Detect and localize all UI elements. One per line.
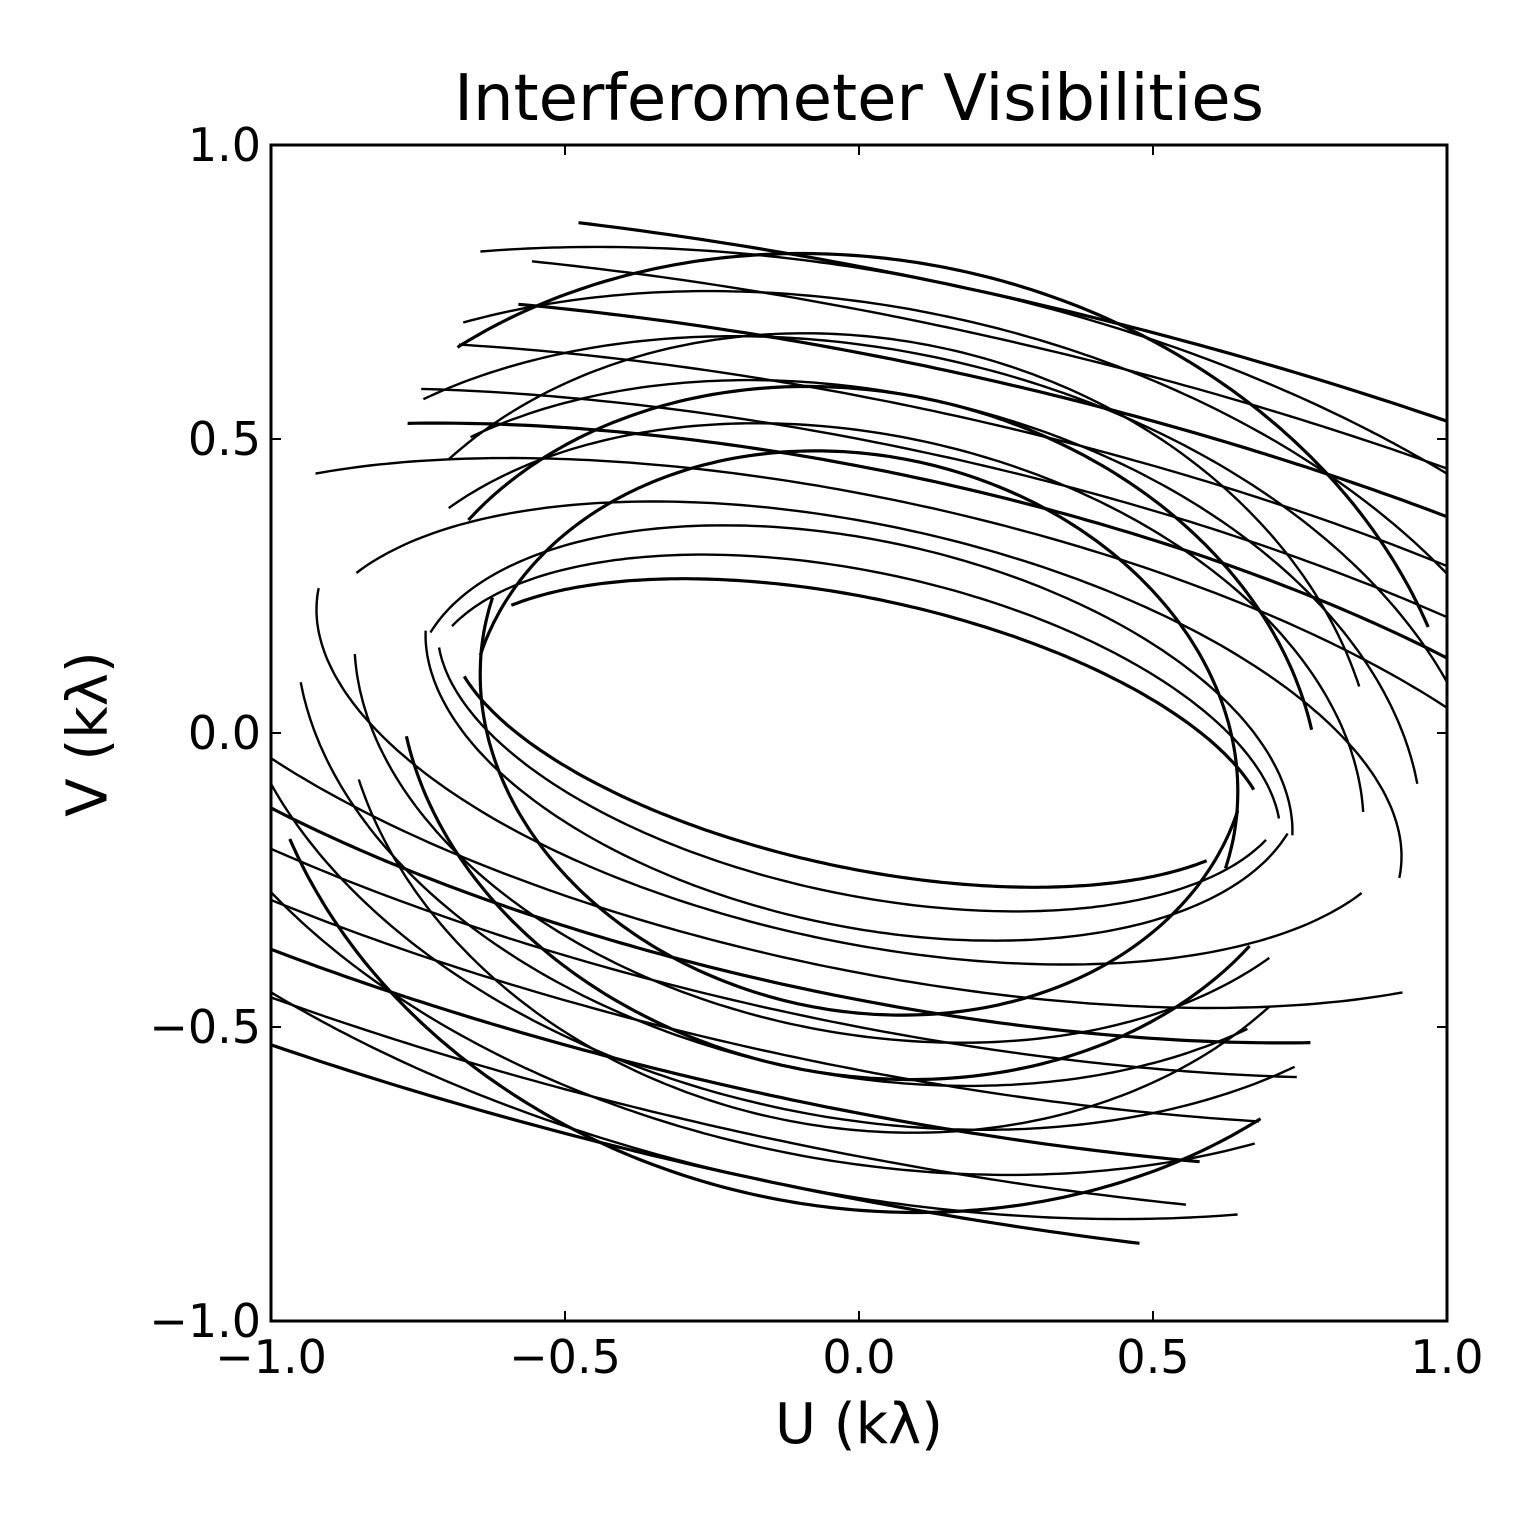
y-tick-label: −0.5 [149, 1000, 261, 1054]
uv-track-16 [271, 996, 1187, 1206]
x-tick-label: 0.0 [822, 1330, 895, 1384]
uv-track-11-conjugate [315, 456, 1447, 710]
uv-track-5-conjugate [470, 378, 1419, 784]
x-tick-label: 0.5 [1116, 1330, 1189, 1384]
axes-frame [269, 143, 1449, 1323]
uv-track-18-conjugate [578, 221, 1447, 423]
uv-track-14 [271, 898, 1260, 1123]
y-tick-label: 0.5 [188, 412, 261, 466]
uv-track-0 [462, 675, 1208, 889]
x-axis-label: U (kλ) [774, 1392, 944, 1457]
uv-track-1 [437, 647, 1267, 913]
uv-track-10-conjugate [355, 500, 1403, 879]
uv-track-16-conjugate [531, 260, 1447, 470]
uv-track-12-conjugate [407, 421, 1447, 660]
uv-track-19-conjugate [447, 332, 1361, 687]
uv-track-17 [271, 990, 1238, 1221]
uv-track-13-conjugate [421, 387, 1447, 619]
x-tick-label: 1.0 [1410, 1330, 1483, 1384]
uv-track-6 [404, 735, 1251, 1082]
uv-track-15-conjugate [518, 302, 1447, 519]
uv-track-5 [299, 682, 1248, 1088]
uv-track-6-conjugate [467, 384, 1314, 731]
x-tick-label: −1.0 [215, 1330, 327, 1384]
uv-track-9-conjugate [456, 251, 1430, 628]
y-axis-label: V (kλ) [55, 651, 121, 817]
uv-track-2-conjugate [429, 524, 1294, 836]
uv-track-7 [271, 781, 1296, 1131]
uv-track-19 [357, 779, 1271, 1134]
uv-track-4-conjugate [448, 422, 1365, 813]
y-tick-label: −1.0 [149, 1294, 261, 1348]
y-tick-label: 0.0 [188, 706, 261, 760]
uv-track-11 [271, 756, 1403, 1010]
x-tick-label: −0.5 [509, 1330, 621, 1384]
uv-track-18 [271, 1043, 1140, 1245]
uv-track-2 [424, 630, 1289, 942]
chart-title: Interferometer Visibilities [454, 62, 1264, 136]
uv-track-15 [271, 947, 1200, 1164]
uv-track-13 [271, 847, 1297, 1079]
uv-track-3 [478, 597, 1240, 1017]
uv-track-9 [288, 838, 1262, 1215]
uv-track-0-conjugate [510, 577, 1256, 791]
uv-track-4 [353, 653, 1270, 1044]
uv-track-7-conjugate [422, 335, 1447, 685]
uv-track-17-conjugate [480, 245, 1447, 476]
y-tick-label: 1.0 [188, 118, 261, 172]
uv-track-3-conjugate [478, 449, 1240, 869]
uv-track-12 [271, 806, 1311, 1045]
uv-track-10 [315, 587, 1363, 966]
uv-track-1-conjugate [451, 553, 1281, 819]
uv-track-14-conjugate [458, 343, 1447, 568]
